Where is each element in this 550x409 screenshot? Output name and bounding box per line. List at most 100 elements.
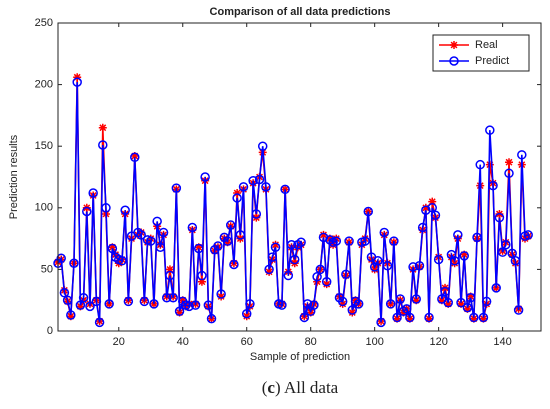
point: [178, 296, 187, 305]
point: [104, 299, 114, 309]
point: [241, 309, 252, 319]
point: [79, 296, 88, 305]
point: [501, 240, 511, 250]
caption-part: ) All data: [275, 378, 339, 397]
point: [344, 236, 354, 246]
point: [505, 158, 514, 167]
x-tick-label: 140: [493, 336, 511, 348]
x-tick-label: 60: [241, 336, 253, 348]
y-tick-label: 150: [35, 140, 53, 152]
point: [280, 184, 290, 195]
point: [137, 228, 146, 237]
point: [412, 296, 421, 305]
point: [190, 300, 201, 310]
point: [200, 172, 210, 182]
point: [56, 253, 66, 264]
point: [101, 203, 111, 213]
point: [270, 242, 281, 252]
point: [130, 152, 139, 161]
point: [265, 267, 274, 276]
point: [271, 240, 280, 249]
point: [475, 159, 485, 170]
point: [245, 299, 255, 309]
point: [389, 236, 399, 246]
point: [469, 312, 479, 323]
point: [254, 174, 265, 185]
point: [152, 216, 162, 227]
point: [233, 189, 242, 198]
point: [98, 140, 108, 150]
point: [223, 238, 232, 247]
point: [405, 314, 414, 323]
point: [286, 240, 297, 250]
point: [478, 312, 489, 323]
point: [517, 150, 527, 160]
x-tick-label: 20: [113, 336, 125, 348]
point: [235, 230, 246, 240]
point: [174, 306, 185, 317]
point: [225, 220, 236, 230]
point: [318, 232, 329, 243]
x-tick-label: 80: [305, 336, 317, 348]
point: [523, 230, 533, 240]
point: [382, 260, 393, 271]
point: [267, 252, 278, 262]
point: [411, 294, 422, 304]
point: [98, 123, 107, 132]
point: [76, 302, 85, 311]
point: [88, 188, 98, 198]
point: [351, 296, 360, 305]
point: [491, 283, 501, 293]
point: [370, 265, 379, 274]
point: [425, 314, 434, 323]
y-tick-label: 250: [35, 17, 53, 29]
point: [453, 230, 463, 240]
point: [408, 262, 418, 272]
y-tick-label: 200: [35, 79, 53, 91]
point: [405, 312, 415, 323]
y-axis-label: Prediction results: [8, 134, 20, 219]
point: [299, 312, 310, 323]
point: [338, 299, 347, 308]
point: [485, 125, 495, 135]
point: [513, 305, 524, 315]
point: [450, 259, 459, 268]
point: [62, 295, 73, 305]
point: [162, 292, 172, 303]
point: [66, 312, 75, 321]
point: [449, 256, 460, 266]
point: [399, 308, 408, 317]
point: [184, 301, 194, 312]
point: [488, 180, 498, 191]
point: [238, 182, 249, 192]
x-tick-label: 100: [365, 336, 383, 348]
point: [165, 265, 174, 274]
point: [440, 286, 450, 297]
point: [504, 168, 514, 179]
point: [524, 232, 533, 241]
point: [329, 240, 338, 249]
point: [229, 259, 239, 270]
point: [108, 243, 117, 252]
point: [85, 301, 95, 312]
point: [168, 292, 178, 303]
point: [360, 236, 370, 246]
point: [437, 296, 446, 305]
point: [421, 205, 431, 216]
x-tick-label: 120: [429, 336, 447, 348]
point: [510, 256, 521, 266]
point: [197, 270, 207, 281]
point: [257, 141, 268, 151]
point: [341, 269, 351, 280]
legend-box: [432, 34, 530, 72]
point: [401, 304, 412, 314]
point: [206, 313, 217, 324]
point: [289, 254, 300, 265]
point: [479, 314, 488, 323]
point: [443, 297, 453, 308]
point: [158, 227, 169, 238]
point: [331, 236, 342, 246]
point: [460, 250, 469, 259]
x-axis-label: Sample of prediction: [250, 351, 350, 363]
point: [72, 77, 82, 87]
